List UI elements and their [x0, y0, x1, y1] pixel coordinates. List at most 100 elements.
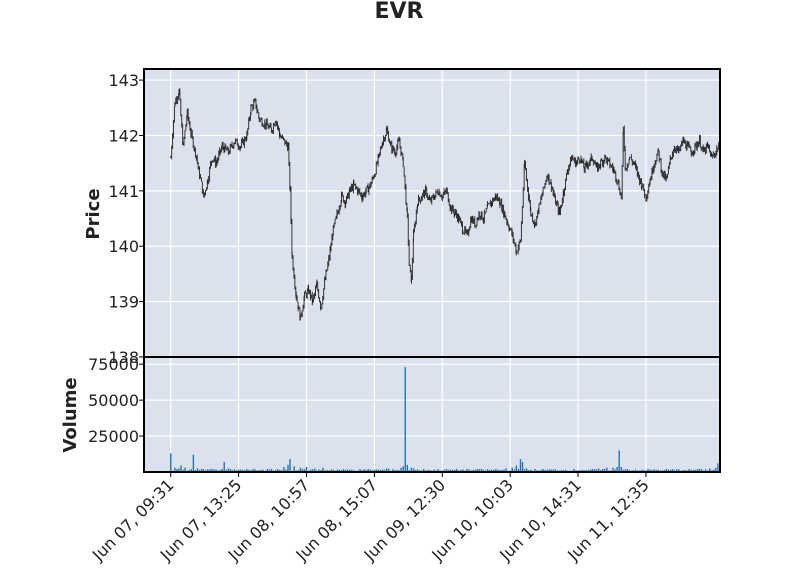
volume-bar	[373, 469, 376, 472]
volume-bar	[180, 465, 182, 472]
volume-bar	[445, 468, 448, 472]
volume-bar	[688, 468, 690, 472]
volume-bar	[628, 469, 631, 472]
volume-bar	[550, 469, 553, 472]
volume-bar	[591, 468, 594, 472]
volume-bar	[375, 469, 378, 472]
volume-bar	[427, 469, 429, 472]
volume-bar	[542, 468, 544, 472]
volume-bar	[612, 467, 614, 472]
volume-bar	[698, 468, 701, 472]
volume-bar	[488, 469, 491, 472]
price-tick-label: 143	[108, 71, 139, 90]
volume-bar	[455, 468, 458, 472]
volume-bar	[412, 468, 415, 472]
volume-bar	[330, 469, 332, 472]
volume-bar	[178, 468, 180, 472]
volume-bar	[359, 469, 361, 472]
volume-bar	[684, 469, 686, 472]
volume-bar	[449, 469, 452, 472]
volume-bar	[490, 469, 493, 472]
volume-bar	[692, 469, 694, 472]
volume-bar	[202, 469, 205, 472]
volume-bar	[657, 469, 659, 472]
volume-bar	[587, 469, 590, 472]
volume-bar	[338, 469, 341, 472]
volume-bar	[200, 468, 203, 472]
volume-bar	[589, 469, 592, 472]
volume-bar	[501, 469, 503, 472]
volume-bar	[221, 469, 223, 472]
volume-bar	[381, 469, 384, 472]
volume-bar	[383, 469, 386, 472]
volume-bar	[176, 469, 178, 472]
volume-bar	[466, 468, 468, 472]
volume-bar	[451, 469, 454, 472]
volume-bar	[649, 469, 651, 472]
volume-bar	[651, 469, 653, 472]
volume-bar	[367, 469, 369, 472]
volume-bar	[402, 466, 404, 472]
volume-bar	[285, 469, 287, 472]
volume-bar	[548, 469, 550, 472]
volume-bar	[606, 467, 608, 472]
volume-bar	[283, 466, 285, 472]
volume-bar	[406, 464, 409, 472]
volume-bar	[365, 469, 367, 472]
volume-tick-label: 75000	[88, 355, 139, 374]
volume-bar	[460, 469, 462, 472]
volume-bar	[653, 469, 655, 472]
volume-tick-label: 50000	[88, 391, 139, 410]
volume-bar	[505, 468, 507, 472]
volume-bar	[303, 469, 306, 472]
volume-bar	[643, 469, 645, 472]
volume-bar	[517, 468, 520, 472]
volume-bar	[287, 464, 289, 472]
volume-bar	[696, 469, 699, 472]
volume-bar	[468, 469, 470, 472]
volume-bar	[192, 454, 195, 472]
volume-bar	[414, 469, 417, 472]
volume-bar	[423, 469, 425, 472]
volume-bar	[416, 469, 419, 472]
volume-bar	[301, 468, 304, 472]
volume-bar	[254, 469, 256, 472]
volume-bar	[474, 469, 476, 472]
volume-bar	[188, 469, 190, 472]
price-axis: 143 142 141 140 139 138	[108, 71, 144, 367]
volume-bar	[700, 469, 703, 472]
volume-bar	[213, 469, 215, 472]
price-tick-label: 142	[108, 126, 139, 145]
volume-bar	[182, 469, 184, 472]
volume-bar	[717, 463, 719, 472]
volume-bar	[404, 367, 406, 472]
volume-bar	[198, 469, 201, 472]
volume-bar	[386, 468, 388, 472]
volume-bar	[322, 467, 324, 472]
volume-bar	[311, 469, 314, 472]
volume-bar	[618, 450, 620, 472]
volume-bar	[624, 469, 627, 472]
volume-bar	[486, 469, 489, 472]
volume-bar	[229, 468, 232, 472]
volume-bar	[246, 469, 248, 472]
volume-bar	[709, 468, 711, 472]
volume-bar	[429, 469, 431, 472]
volume-bar	[669, 469, 672, 472]
volume-bar	[344, 469, 347, 472]
volume-bar	[462, 469, 464, 472]
volume-bar	[530, 469, 532, 472]
volume-bar	[667, 469, 670, 472]
volume-bar	[369, 469, 371, 472]
price-tick-label: 138	[108, 348, 139, 367]
volume-bar	[647, 468, 649, 472]
price-tick-label: 140	[108, 237, 139, 256]
volume-bar	[239, 469, 242, 472]
volume-bar	[595, 469, 598, 472]
volume-bar	[349, 469, 351, 472]
price-axis-label: Price	[83, 188, 104, 239]
volume-bar	[309, 469, 312, 472]
volume-bar	[552, 469, 555, 472]
volume-bar	[616, 466, 618, 472]
volume-bar	[497, 469, 499, 472]
